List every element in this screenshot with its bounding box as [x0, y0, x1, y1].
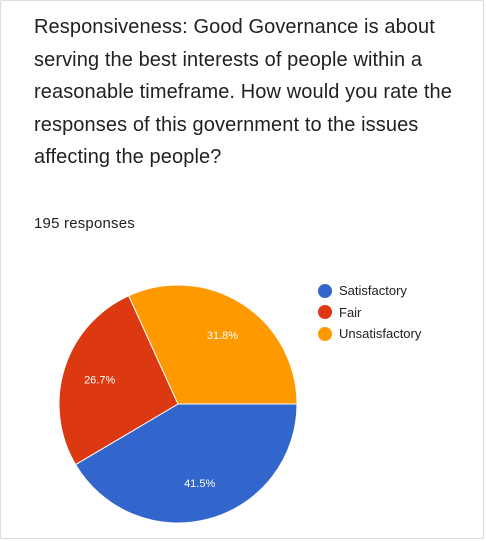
response-count: 195 responses: [34, 215, 136, 232]
legend-item-satisfactory[interactable]: Satisfactory: [318, 280, 421, 302]
legend-swatch-unsatisfactory: [318, 326, 332, 341]
pie-slice-unsatisfactory[interactable]: [128, 284, 298, 405]
question-title: Responsiveness: Good Governance is about…: [34, 16, 452, 168]
pie-slice-fair[interactable]: [58, 295, 179, 466]
pie-slice-satisfactory[interactable]: [74, 403, 298, 524]
chart-legend: Satisfactory Fair Unsatisfactory: [318, 280, 421, 345]
legend-swatch-satisfactory: [318, 283, 332, 298]
pie-label-fair: 26.7%: [84, 374, 115, 386]
legend-label-satisfactory: Satisfactory: [339, 283, 407, 299]
legend-swatch-fair: [318, 305, 332, 320]
legend-item-unsatisfactory[interactable]: Unsatisfactory: [318, 323, 421, 345]
pie-label-satisfactory: 41.5%: [184, 478, 215, 490]
legend-item-fair[interactable]: Fair: [318, 302, 421, 324]
legend-label-unsatisfactory: Unsatisfactory: [339, 326, 422, 342]
legend-label-fair: Fair: [339, 304, 362, 320]
pie-label-unsatisfactory: 31.8%: [207, 330, 238, 342]
pie-chart: 41.5% 26.7% 31.8%: [58, 284, 298, 524]
